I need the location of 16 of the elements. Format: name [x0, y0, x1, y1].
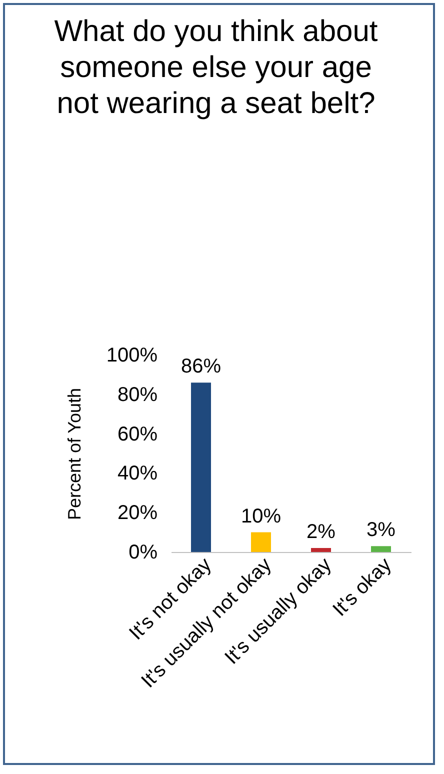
y-tick-label: 20%: [117, 502, 158, 524]
y-tick-label: 40%: [117, 462, 158, 485]
data-label: 86%: [180, 356, 222, 378]
chart-title: What do you think about someone else your age not wearing a seat belt?: [53, 14, 379, 122]
data-label: 3%: [366, 519, 396, 542]
y-tick-label: 100%: [106, 344, 158, 366]
bar: [371, 546, 391, 552]
y-tick-label: 80%: [117, 384, 158, 406]
bar: [251, 532, 271, 552]
y-axis-title: Percent of Youth: [64, 388, 84, 520]
bar: [311, 548, 331, 552]
data-label: 2%: [306, 521, 336, 544]
bar: [191, 382, 211, 552]
data-label: 10%: [240, 505, 282, 528]
y-tick-label: 0%: [128, 542, 158, 564]
y-tick-label: 60%: [117, 423, 158, 446]
